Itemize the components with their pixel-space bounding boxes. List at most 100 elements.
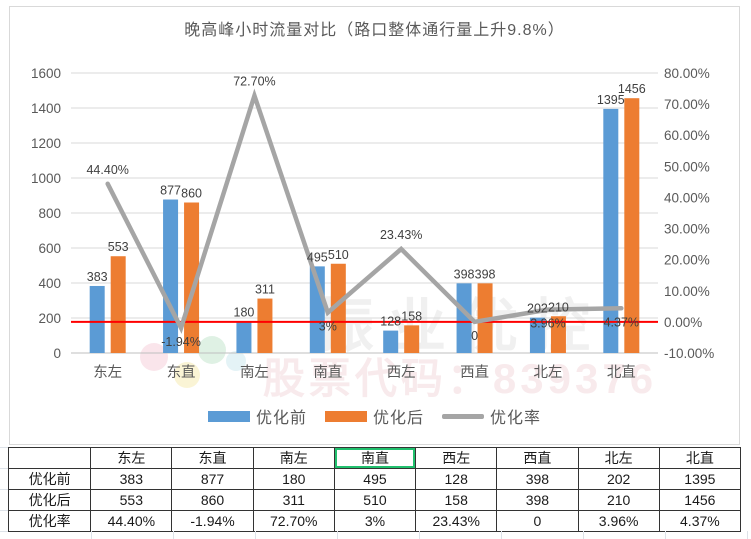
table-cell[interactable]: 398 (496, 489, 579, 511)
bar-s0-c7[interactable] (603, 108, 619, 353)
table-row-header[interactable]: 优化后 (7, 489, 92, 511)
table-cell[interactable]: 1395 (658, 468, 742, 490)
bar-s1-c2[interactable] (257, 298, 273, 353)
bar-s0-c1[interactable] (163, 199, 179, 353)
chart-legend: 优化前 优化后 优化率 (10, 403, 739, 429)
bar-value-label: 495 (307, 250, 328, 264)
worksheet-table: 东左 东直 南左 南直 西左 西直 北左 北直 优化前 383 877 180 495 128 398 202… (7, 447, 742, 532)
bar-s1-c7[interactable] (624, 98, 640, 353)
legend-label: 优化后 (372, 410, 424, 427)
table-cell[interactable]: 860 (171, 489, 254, 511)
legend-line-swatch (442, 413, 484, 419)
table-cell[interactable]: 877 (171, 468, 254, 490)
bar-value-label: 158 (401, 309, 422, 323)
chart-title: 晚高峰小时流量对比（路口整体通行量上升9.8%） (184, 22, 565, 39)
excel-gridline (665, 531, 666, 539)
table-cell[interactable]: 72.70% (252, 510, 335, 532)
chart-frame[interactable]: 晚高峰小时流量对比（路口整体通行量上升9.8%） 振业优控 股票代码：83937… (9, 6, 740, 445)
excel-gridline (747, 531, 748, 539)
legend-label: 优化率 (490, 410, 542, 427)
left-axis-tick: 1200 (31, 136, 61, 151)
table-row-header[interactable]: 优化前 (7, 468, 92, 490)
table-col-header[interactable]: 西左 (415, 447, 498, 469)
legend-item-2[interactable]: 优化率 (442, 404, 541, 428)
excel-gridline (0, 510, 8, 511)
bar-value-label: 180 (234, 306, 255, 320)
bar-value-label: 1395 (597, 93, 625, 107)
left-axis-tick: 200 (38, 311, 61, 326)
bar-s0-c0[interactable] (89, 285, 105, 353)
legend-item-1[interactable]: 优化后 (324, 404, 424, 428)
rate-value-label: 72.70% (233, 75, 275, 89)
table-col-header[interactable]: 北左 (577, 447, 660, 469)
bar-s1-c1[interactable] (184, 202, 200, 354)
left-axis-tick: 800 (38, 206, 61, 221)
bar-s1-c0[interactable] (110, 256, 126, 353)
table-cell[interactable]: 180 (252, 468, 335, 490)
x-axis-label: 南直 (313, 364, 342, 381)
legend-item-0[interactable]: 优化前 (207, 404, 307, 428)
left-axis-tick: 600 (38, 241, 61, 256)
bar-s1-c6[interactable] (550, 316, 566, 353)
bar-s0-c2[interactable] (236, 321, 252, 354)
rate-value-label: 4.37% (604, 315, 639, 329)
rate-line[interactable] (105, 88, 624, 334)
bar-value-label: 510 (328, 248, 349, 262)
bar-s0-c4[interactable] (383, 330, 399, 353)
table-cell[interactable]: 44.40% (90, 510, 173, 532)
table-col-header[interactable]: 东直 (171, 447, 254, 469)
table-row-header[interactable]: 优化率 (7, 510, 92, 532)
table-cell[interactable]: 398 (496, 468, 579, 490)
rate-value-label: -1.94% (161, 335, 201, 349)
excel-gridline (419, 531, 420, 539)
table-col-header-selected[interactable]: 南直 (333, 447, 417, 469)
rate-value-label: 44.40% (86, 163, 128, 177)
table-cell[interactable]: 23.43% (415, 510, 498, 532)
table-cell[interactable]: 510 (333, 489, 417, 511)
left-axis-tick: 1000 (31, 171, 61, 186)
table-cell[interactable]: 128 (415, 468, 498, 490)
excel-gridline (0, 447, 8, 448)
bar-s0-c6[interactable] (529, 317, 545, 353)
x-axis-label: 北左 (533, 364, 562, 381)
table-col-header[interactable]: 南左 (252, 447, 335, 469)
table-corner-cell[interactable] (7, 447, 92, 469)
excel-gridline (337, 531, 338, 539)
rate-value-label: 3% (319, 320, 337, 334)
excel-gridline (501, 531, 502, 539)
table-cell[interactable]: 158 (415, 489, 498, 511)
table-cell[interactable]: 311 (252, 489, 335, 511)
table-col-header[interactable]: 北直 (658, 447, 742, 469)
table-cell[interactable]: 553 (90, 489, 173, 511)
right-axis-tick: 30.00% (664, 222, 710, 237)
bar-value-label: 1456 (618, 82, 646, 96)
table-cell[interactable]: 3.96% (577, 510, 660, 532)
bar-s1-c4[interactable] (404, 325, 420, 353)
legend-label: 优化前 (255, 410, 307, 427)
table-cell[interactable]: 3% (333, 510, 417, 532)
rate-value-label: 0 (471, 329, 478, 343)
table-cell[interactable]: -1.94% (171, 510, 254, 532)
table-cell[interactable]: 0 (496, 510, 579, 532)
left-axis-tick: 0 (53, 346, 61, 361)
table-col-header[interactable]: 东左 (90, 447, 173, 469)
table-cell[interactable]: 383 (90, 468, 173, 490)
table-cell[interactable]: 4.37% (658, 510, 742, 532)
table-row: 优化前 383 877 180 495 128 398 202 1395 (7, 468, 742, 490)
excel-gridline (0, 489, 8, 490)
bar-s0-c5[interactable] (456, 283, 472, 353)
table-cell[interactable]: 495 (333, 468, 417, 490)
table-cell[interactable]: 1456 (658, 489, 742, 511)
left-axis-tick: 1400 (31, 101, 61, 116)
right-axis-tick: 50.00% (664, 159, 710, 174)
right-axis-tick: 0.00% (664, 315, 702, 330)
bar-value-label: 128 (380, 315, 401, 329)
excel-gridline (173, 531, 174, 539)
excel-gridline (0, 531, 8, 532)
bar-s1-c3[interactable] (330, 263, 346, 353)
table-col-header[interactable]: 西直 (496, 447, 579, 469)
table-cell[interactable]: 202 (577, 468, 660, 490)
excel-gridline (91, 531, 92, 539)
table-cell[interactable]: 210 (577, 489, 660, 511)
excel-gridline (255, 531, 256, 539)
